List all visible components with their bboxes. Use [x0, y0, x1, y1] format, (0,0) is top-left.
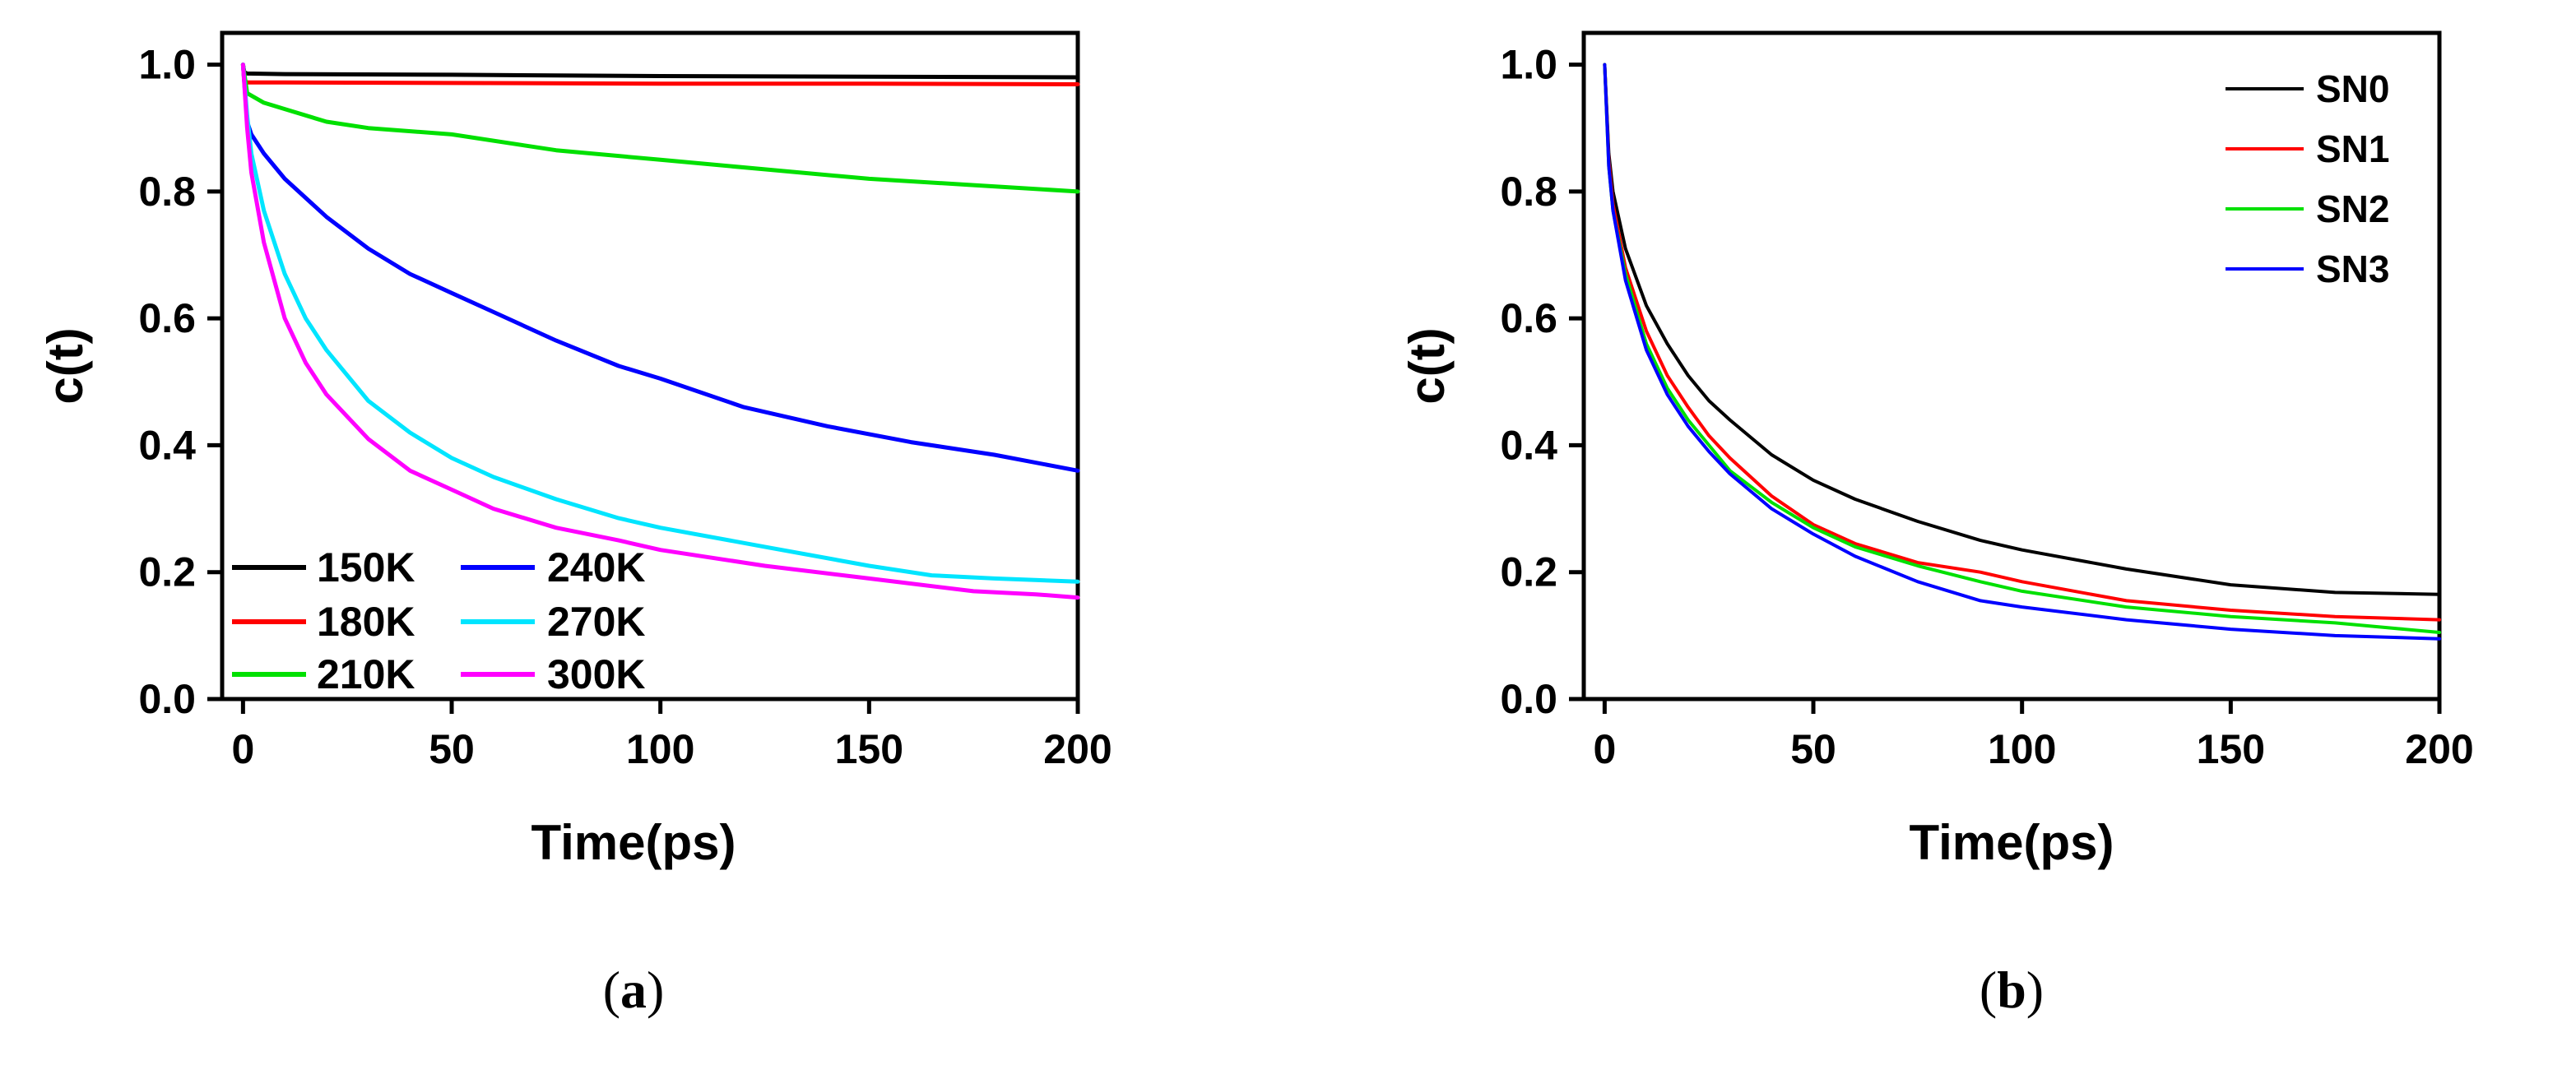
legend-a-label-300k: 300K: [547, 651, 646, 697]
panel-a-series-group: [240, 63, 1080, 600]
panel-b: 0 50 100 150 200 0.0 0.2 0.4 0.6 0.8 1.0 c(t) Time…: [1399, 30, 2474, 1019]
panel-a-xtick-label: 0: [231, 726, 254, 772]
panel-b-ytick-label: 0.6: [1500, 295, 1557, 341]
panel-b-ytick-label: 1.0: [1500, 42, 1557, 88]
panel-b-ytick-label: 0.0: [1500, 676, 1557, 722]
panel-a-series-210k: [240, 63, 1080, 194]
panel-a-xtick-label: 200: [1043, 726, 1112, 772]
panel-b-series-sn0: [1603, 63, 2441, 596]
legend-b-label-sn3: SN3: [2316, 248, 2389, 290]
panel-b-legend: SN0 SN1 SN2 SN3: [2226, 67, 2389, 290]
panel-b-caption-letter: b: [1997, 961, 2026, 1019]
panel-a-series-150k: [240, 63, 1080, 80]
panel-a-ytick-label: 1.0: [138, 42, 196, 88]
panel-b-series-sn3: [1603, 63, 2441, 641]
panel-a-series-300k: [240, 63, 1080, 600]
legend-b-label-sn2: SN2: [2316, 188, 2389, 230]
legend-a-label-270k: 270K: [547, 599, 646, 645]
panel-b-plot-frame: [1581, 30, 2442, 702]
panel-a-xlabel: Time(ps): [531, 815, 736, 870]
panel-a-series-270k: [240, 63, 1080, 584]
panel-a: 0 50 100 150 200 0.0 0.2 0.4 0.6 0.8 1.0 c(t) Time…: [38, 30, 1112, 1019]
panel-a-xtick-label: 150: [835, 726, 903, 772]
panel-a-plot-frame: [220, 30, 1080, 702]
panel-b-xtick-label: 0: [1593, 726, 1616, 772]
panel-a-xtick-label: 100: [626, 726, 694, 772]
panel-a-caption-letter: a: [620, 961, 647, 1019]
panel-b-series-sn1: [1603, 63, 2441, 622]
legend-a-label-210k: 210K: [317, 651, 415, 697]
panel-b-ticks-group: 0 50 100 150 200 0.0 0.2 0.4 0.6 0.8 1.0: [1500, 42, 2473, 772]
panel-a-xtick-label: 50: [429, 726, 475, 772]
panel-a-legend: 150K 180K 210K 240K 270K 300K: [232, 544, 646, 697]
panel-b-xtick-label: 200: [2405, 726, 2473, 772]
panel-a-ytick-label: 0.6: [138, 295, 196, 341]
panel-b-ylabel: c(t): [1399, 327, 1455, 404]
panel-a-ylabel: c(t): [38, 327, 93, 404]
panel-b-caption: (b): [1980, 961, 2044, 1019]
panel-a-ytick-label: 0.2: [138, 549, 196, 595]
panel-a-ticks-group: 0 50 100 150 200 0.0 0.2 0.4 0.6 0.8 1.0: [138, 42, 1112, 772]
panel-b-series-sn2: [1603, 63, 2441, 634]
panel-a-caption: (a): [603, 961, 665, 1019]
panel-b-ytick-label: 0.2: [1500, 549, 1557, 595]
legend-a-label-180k: 180K: [317, 599, 415, 645]
panel-b-xtick-label: 100: [1988, 726, 2056, 772]
panel-b-ytick-label: 0.4: [1500, 422, 1557, 468]
panel-b-xtick-label: 50: [1790, 726, 1836, 772]
panel-a-ytick-label: 0.0: [138, 676, 196, 722]
panel-b-ytick-label: 0.8: [1500, 169, 1557, 215]
legend-b-label-sn1: SN1: [2316, 127, 2389, 170]
panel-a-ytick-label: 0.4: [138, 422, 196, 468]
panel-a-ytick-label: 0.8: [138, 169, 196, 215]
panel-b-series-group: [1603, 63, 2441, 641]
legend-b-label-sn0: SN0: [2316, 67, 2389, 110]
panel-a-series-240k: [240, 63, 1080, 473]
panel-b-xlabel: Time(ps): [1910, 815, 2114, 870]
panel-b-xtick-label: 150: [2197, 726, 2265, 772]
legend-a-label-240k: 240K: [547, 544, 646, 590]
legend-a-label-150k: 150K: [317, 544, 415, 590]
